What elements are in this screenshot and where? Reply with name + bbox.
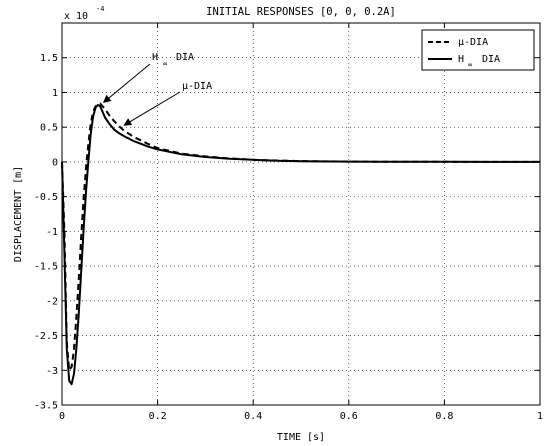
y-axis-multiplier: x 10 -4 [64, 5, 104, 22]
annotation-mu-arrow [123, 91, 181, 126]
annotation-hinf: H ∞ DIA [102, 52, 194, 103]
legend-hinf-label: H [458, 54, 464, 65]
legend-hinf-subscript: ∞ [468, 61, 472, 69]
annotation-hinf-subscript: ∞ [163, 60, 167, 68]
legend-hinf-tail: DIA [482, 54, 500, 65]
annotation-hinf-label: H [152, 52, 158, 63]
annotation-mu-label: μ-DIA [182, 81, 212, 92]
x-tick-label: 0.2 [149, 411, 167, 422]
axis-ticks: 0 0.2 0.4 0.6 0.8 1 -3.5 -3 -2.5 -2 -1.5 -1 -0.5 0 0.5… [34, 23, 543, 422]
y-tick-label: -0.5 [34, 192, 58, 203]
annotation-hinf-arrow [102, 63, 151, 103]
y-tick-label: -1.5 [34, 262, 58, 273]
y-tick-label: -1 [46, 227, 58, 238]
y-tick-label: 0.5 [40, 123, 58, 134]
y-axis-label: DISPLACEMENT [m] [13, 166, 24, 262]
x-tick-label: 0.6 [340, 411, 358, 422]
x-tick-label: 0 [59, 411, 65, 422]
annotation-hinf-tail: DIA [176, 52, 194, 63]
y-tick-label: 1 [52, 88, 58, 99]
y-multiplier-base: x 10 [64, 11, 88, 22]
legend-mu-label: μ-DIA [458, 37, 488, 48]
y-tick-label: -2.5 [34, 331, 58, 342]
annotation-mu: μ-DIA [123, 81, 212, 126]
series-mu-dia-line [61, 102, 540, 372]
x-axis-label: TIME [s] [277, 432, 325, 443]
y-tick-label: 0 [52, 157, 58, 168]
x-tick-label: 1 [537, 411, 543, 422]
legend: μ-DIA H ∞ DIA [421, 29, 535, 71]
y-multiplier-exponent: -4 [96, 5, 104, 13]
legend-box [421, 29, 535, 71]
x-tick-label: 0.8 [435, 411, 453, 422]
series-layer [61, 102, 540, 386]
y-tick-label: 1.5 [40, 53, 58, 64]
y-tick-label: -2 [46, 296, 58, 307]
plot-frame [61, 22, 541, 406]
y-tick-label: -3 [46, 366, 58, 377]
series-hinf-dia-line [61, 104, 540, 386]
x-tick-label: 0.4 [244, 411, 262, 422]
grid [62, 23, 540, 405]
y-tick-label: -3.5 [34, 401, 58, 412]
chart-title: INITIAL RESPONSES [0, 0, 0.2A] [206, 6, 396, 18]
